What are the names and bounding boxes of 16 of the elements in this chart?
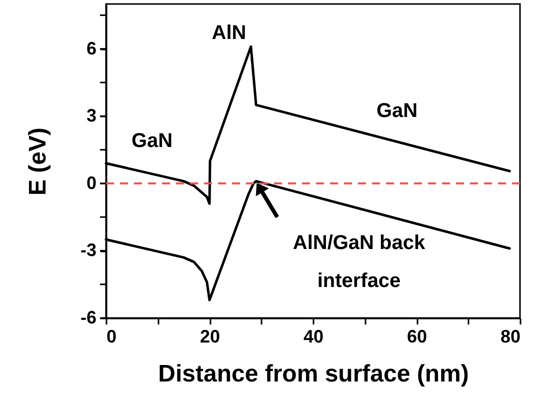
y-tick-label: 3: [86, 106, 96, 126]
y-tick-label: 0: [86, 172, 96, 193]
x-tick-label: 60: [406, 326, 428, 346]
annotation: AlN/GaN back interface: [292, 232, 426, 292]
x-axis-title: Distance from surface (nm): [158, 360, 469, 388]
annotation: GaN: [376, 100, 418, 122]
y-tick-label: -3: [80, 240, 96, 260]
y-tick-label: -6: [80, 308, 96, 328]
y-tick-label: 6: [86, 38, 96, 58]
x-tick-label: 0: [106, 326, 117, 346]
x-tick-label: 20: [200, 326, 220, 346]
y-axis-title: E (eV): [24, 127, 52, 196]
x-tick-label: 40: [303, 326, 324, 346]
annotation: AlN: [212, 22, 246, 44]
annotation: GaN: [131, 130, 173, 152]
x-tick-label: 80: [500, 326, 520, 346]
